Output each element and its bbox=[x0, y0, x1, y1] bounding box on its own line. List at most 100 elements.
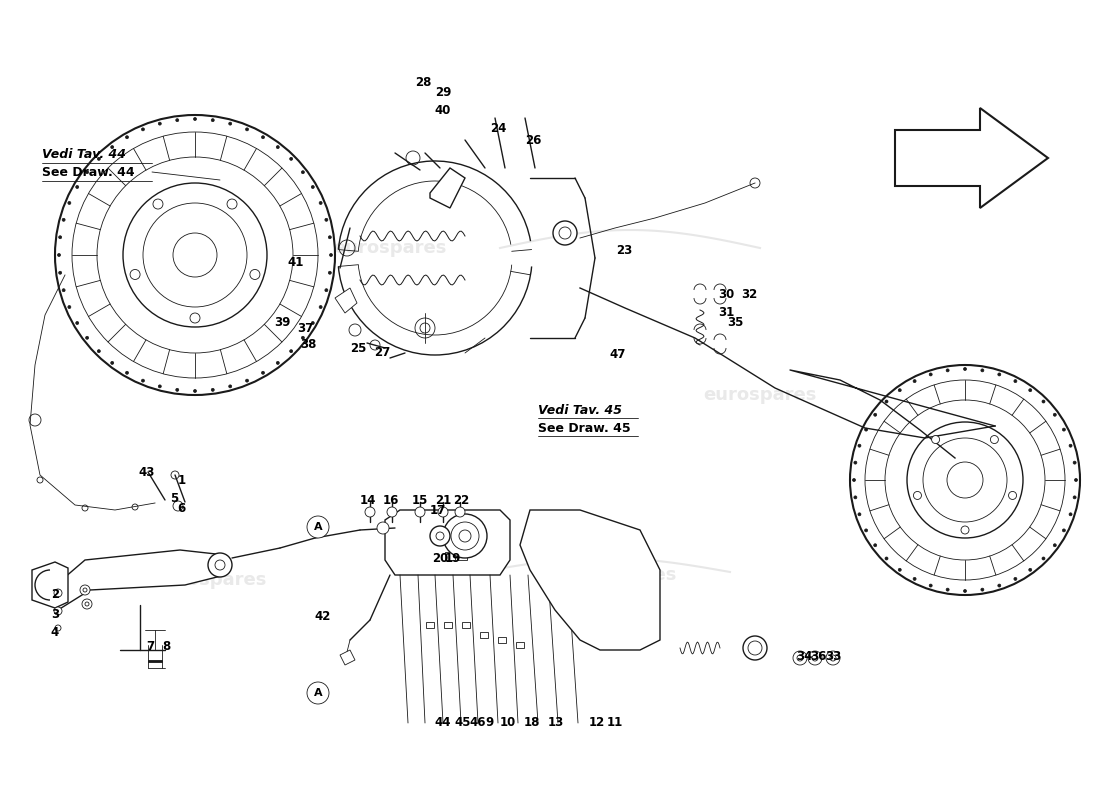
Circle shape bbox=[553, 221, 578, 245]
Text: 37: 37 bbox=[297, 322, 313, 334]
Circle shape bbox=[913, 578, 916, 581]
Circle shape bbox=[899, 568, 901, 571]
Circle shape bbox=[1054, 414, 1056, 416]
Text: 46: 46 bbox=[470, 717, 486, 730]
Circle shape bbox=[1028, 389, 1032, 392]
Circle shape bbox=[158, 122, 162, 125]
Circle shape bbox=[873, 544, 877, 546]
Text: 10: 10 bbox=[499, 717, 516, 730]
Text: 31: 31 bbox=[718, 306, 734, 319]
Polygon shape bbox=[340, 650, 355, 665]
Text: 13: 13 bbox=[548, 717, 564, 730]
Circle shape bbox=[913, 379, 916, 382]
Circle shape bbox=[289, 350, 293, 353]
Text: 45: 45 bbox=[454, 717, 471, 730]
Circle shape bbox=[1075, 478, 1078, 482]
Circle shape bbox=[68, 202, 70, 205]
Text: Vedi Tav. 44: Vedi Tav. 44 bbox=[42, 149, 127, 162]
Polygon shape bbox=[430, 168, 465, 208]
Circle shape bbox=[946, 369, 949, 372]
Circle shape bbox=[80, 585, 90, 595]
Circle shape bbox=[55, 625, 60, 631]
Circle shape bbox=[173, 501, 183, 511]
Polygon shape bbox=[148, 660, 162, 662]
Circle shape bbox=[324, 218, 328, 222]
Circle shape bbox=[826, 651, 840, 665]
Polygon shape bbox=[336, 288, 358, 313]
Text: A: A bbox=[314, 522, 322, 532]
Text: 28: 28 bbox=[415, 75, 431, 89]
Circle shape bbox=[964, 367, 967, 370]
Circle shape bbox=[130, 270, 140, 279]
Polygon shape bbox=[520, 510, 660, 650]
Text: 25: 25 bbox=[350, 342, 366, 354]
Circle shape bbox=[97, 350, 100, 353]
Circle shape bbox=[1042, 557, 1045, 560]
Polygon shape bbox=[456, 552, 468, 560]
Circle shape bbox=[307, 516, 329, 538]
Text: 26: 26 bbox=[525, 134, 541, 146]
Text: 14: 14 bbox=[360, 494, 376, 506]
Circle shape bbox=[97, 158, 100, 160]
Circle shape bbox=[328, 271, 331, 274]
Text: 33: 33 bbox=[825, 650, 842, 663]
Circle shape bbox=[981, 588, 983, 591]
Text: 17: 17 bbox=[430, 503, 447, 517]
Circle shape bbox=[1069, 444, 1072, 447]
Circle shape bbox=[742, 636, 767, 660]
Circle shape bbox=[76, 322, 79, 325]
Circle shape bbox=[1028, 568, 1032, 571]
Text: 5: 5 bbox=[169, 491, 178, 505]
Circle shape bbox=[125, 136, 129, 138]
Circle shape bbox=[190, 313, 200, 323]
Circle shape bbox=[459, 530, 471, 542]
Circle shape bbox=[211, 388, 215, 391]
Circle shape bbox=[328, 236, 331, 238]
Circle shape bbox=[111, 146, 113, 149]
Text: See Draw. 45: See Draw. 45 bbox=[538, 422, 630, 434]
Polygon shape bbox=[516, 642, 524, 648]
Circle shape bbox=[57, 254, 60, 257]
Circle shape bbox=[1063, 428, 1066, 431]
Circle shape bbox=[311, 322, 315, 325]
Circle shape bbox=[858, 513, 861, 516]
Circle shape bbox=[289, 158, 293, 160]
Circle shape bbox=[319, 306, 322, 309]
Text: 44: 44 bbox=[434, 717, 451, 730]
Polygon shape bbox=[498, 637, 506, 643]
Text: A: A bbox=[314, 688, 322, 698]
Text: 39: 39 bbox=[274, 315, 290, 329]
Text: 18: 18 bbox=[524, 717, 540, 730]
Circle shape bbox=[301, 170, 305, 174]
Circle shape bbox=[930, 584, 932, 587]
Circle shape bbox=[1074, 461, 1076, 464]
Circle shape bbox=[111, 362, 113, 364]
Circle shape bbox=[324, 289, 328, 292]
Circle shape bbox=[854, 496, 857, 499]
Text: 40: 40 bbox=[434, 103, 451, 117]
Text: 41: 41 bbox=[288, 257, 305, 270]
Circle shape bbox=[153, 199, 163, 209]
Circle shape bbox=[245, 128, 249, 131]
Circle shape bbox=[262, 371, 264, 374]
Circle shape bbox=[387, 507, 397, 517]
Circle shape bbox=[865, 529, 868, 532]
Text: eurospares: eurospares bbox=[153, 571, 266, 589]
Text: 38: 38 bbox=[300, 338, 316, 350]
Text: 24: 24 bbox=[490, 122, 506, 134]
Circle shape bbox=[58, 271, 62, 274]
Circle shape bbox=[229, 122, 232, 125]
Circle shape bbox=[998, 373, 1001, 376]
Polygon shape bbox=[426, 622, 434, 628]
Circle shape bbox=[54, 607, 62, 615]
Text: eurospares: eurospares bbox=[333, 239, 447, 257]
Text: 21: 21 bbox=[434, 494, 451, 506]
Text: 35: 35 bbox=[727, 315, 744, 329]
Circle shape bbox=[858, 444, 861, 447]
Circle shape bbox=[438, 507, 448, 517]
Circle shape bbox=[301, 336, 305, 339]
Circle shape bbox=[142, 128, 144, 131]
Text: 4: 4 bbox=[51, 626, 59, 639]
Polygon shape bbox=[45, 550, 225, 610]
Circle shape bbox=[451, 522, 478, 550]
